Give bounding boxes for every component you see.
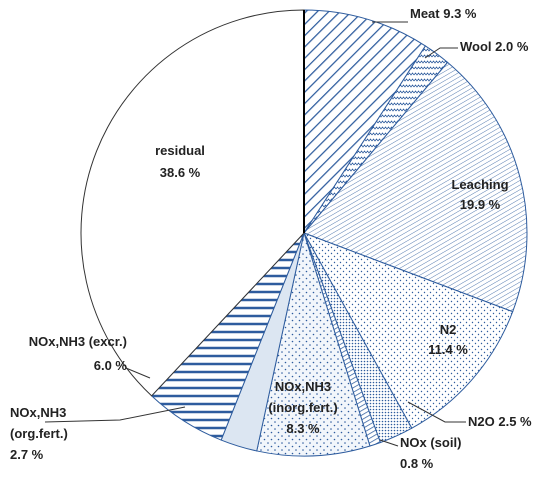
slice-label: NOx,NH3 (inorg.fert.) 8.3 % [248,376,358,439]
category: N2 [439,322,457,337]
category: NOx,NH3 (excr.) [28,334,127,349]
value-label: 0.8 % [400,456,434,471]
category: residual [155,143,205,158]
value-label: 6.0 % [93,358,127,373]
leader-line [125,367,151,379]
value-label: 9.3 % [443,6,477,21]
leader-lines [44,21,466,447]
slice [256,231,371,457]
leader-line [44,406,186,423]
value-label: 2.0 % [495,39,529,54]
category: NOx,NH3 (org.fert.) [10,405,68,441]
slice-label: residual 38.6 % [135,140,225,184]
category: Leaching [451,177,509,192]
value-label: 8.3 % [286,421,320,436]
category: NOx,NH3 (inorg.fert.) [268,379,338,415]
slice-label: Meat 9.3 % [410,4,477,24]
value-label: 11.4 % [428,342,468,357]
value-label: 2.5 % [498,414,532,429]
slices [80,9,528,457]
slice [302,232,514,429]
slice-label: NOx (soil) 0.8 % [400,432,461,474]
value-label: 38.6 % [159,165,201,180]
slice-label: Leaching 19.9 % [430,175,530,215]
slice-label: Wool 2.0 % [460,37,528,57]
slice [303,9,427,235]
category: N2O [468,414,495,429]
slice-label: N2 11.4 % [408,320,488,360]
category: Meat [410,6,440,21]
leader-line [379,439,399,447]
leader-line [407,401,466,423]
value-label: 2.7 % [10,447,44,462]
slice-label: NOx,NH3 (org.fert.) 2.7 % [10,402,90,465]
slice [303,61,528,313]
slice-label: NOx,NH3 (excr.) 6.0 % [2,330,127,378]
value-label: 19.9 % [459,197,501,212]
slice-label: N2O 2.5 % [468,412,532,432]
category: Wool [460,39,492,54]
leader-line [424,47,458,59]
category: NOx (soil) [400,435,462,450]
slice [80,9,305,397]
